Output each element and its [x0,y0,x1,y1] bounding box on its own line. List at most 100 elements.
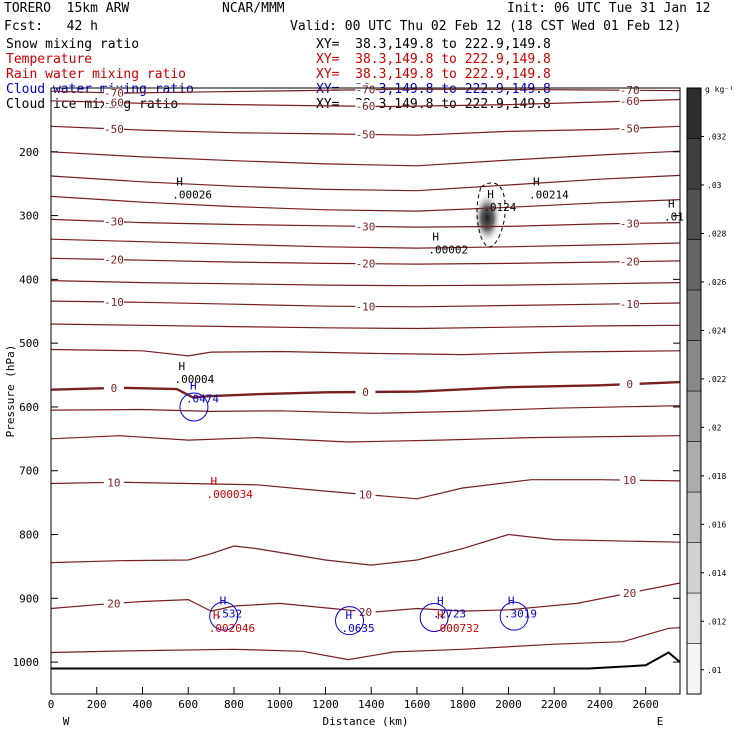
temperature-contour-label: -60 [104,97,124,110]
temperature-contour-label: -30 [356,220,376,233]
contour-label-bg [355,300,376,312]
colorbar-tick-label: .03 [707,181,722,190]
colorbar-tick-label: .01 [707,666,722,675]
colorbar-tick-label: .014 [707,569,726,578]
cloud-water-contour [334,606,364,636]
snow-max-marker: H [176,175,183,188]
contour-label-bg [355,128,376,140]
colorbar-segment [686,491,702,543]
y-tick-label: 800 [19,529,39,542]
colorbar-tick-label: .032 [707,132,726,141]
cloud-water-contour [209,601,239,631]
contour-label-bg [619,474,640,486]
snow-max-marker: H [668,198,675,211]
temperature-contour [50,348,681,357]
cloud-water-max-marker: H [190,379,197,392]
temperature-contour-label: -50 [104,123,124,136]
temperature-contour-label: -10 [104,296,124,309]
colorbar-segment [686,289,702,341]
x-tick-label: 400 [133,698,153,711]
temperature-contour [50,150,681,167]
x-tick-label: 1800 [449,698,476,711]
x-tick-label: 2600 [632,698,659,711]
rain-max-value: .000732 [433,622,479,635]
temperature-contour-label: -10 [620,298,640,311]
cloud-water-max-value: .0635 [341,622,374,635]
cloud-ice-shading [473,192,502,245]
colorbar-segment [686,643,702,695]
org-label: NCAR/MMM [222,1,285,16]
contour-label-bg [355,220,376,232]
contour-label-bg [103,122,124,134]
y-tick-label: 500 [19,337,39,350]
temperature-contour [50,582,681,613]
temperature-contour-label: -10 [356,300,376,313]
cloud-water-contour [419,602,449,632]
colorbar-tick-label: .012 [707,617,726,626]
snow-max-value: .00214 [529,188,569,201]
colorbar-segment [686,390,702,442]
temperature-contour-label: 0 [626,378,633,391]
forecast-label: Fcst: 42 h [4,19,98,34]
x-end-label-west: W [63,715,70,728]
colorbar-segment [686,441,702,493]
cloud-water-contour [499,601,529,631]
temperature-contour [50,323,681,330]
field-name-cloud-ice: Cloud ice mixing ratio [6,97,179,112]
colorbar-segment [686,542,702,594]
contour-label-bg [355,385,376,397]
contour-label-bg [355,257,376,269]
field-name-temperature: Temperature [6,52,93,67]
temperature-contour-label: -30 [104,216,124,229]
contour-label-bg [619,122,640,134]
snow-max-marker: H [432,231,439,244]
colorbar-segment [686,188,702,240]
cloud-ice-max-value: .0124 [483,201,516,214]
colorbar-unit: g kg⁻¹ [705,85,734,94]
temperature-contour-label: -60 [356,100,376,113]
temperature-contour-label: 20 [107,597,120,610]
contour-label-bg [103,215,124,227]
snow-max-value: .00002 [428,244,468,257]
contour-label-bg [619,95,640,107]
colorbar-tick-label: .022 [707,375,726,384]
temperature-contour [50,627,681,661]
cloud-water-max-marker: H [437,594,444,607]
temperature-contour-label: 0 [111,382,118,395]
temperature-contour-label: 10 [359,488,372,501]
cloud-water-max-value: .532 [216,607,243,620]
snow-max-value: .01 [664,211,684,224]
colorbar-tick-label: .018 [707,472,726,481]
colorbar-segment [686,138,702,190]
x-tick-label: 600 [178,698,198,711]
rain-max-marker: H [437,609,444,622]
temperature-contour [50,533,681,566]
x-tick-label: 800 [224,698,244,711]
snow-contour [476,182,506,248]
cloud-ice-max-marker: H [487,188,494,201]
contour-label-bg [355,83,376,95]
cloud-water-contour [179,392,209,422]
contour-label-bg [619,297,640,309]
rain-max-value: .002046 [209,622,255,635]
temperature-contour-label: -60 [620,95,640,108]
field-xy-temperature: XY= 38.3,149.8 to 222.9,149.8 [316,52,551,67]
plot-frame [50,87,681,695]
valid-label: Valid: 00 UTC Thu 02 Feb 12 (18 CST Wed … [290,19,682,34]
temperature-contour [50,238,681,249]
temperature-contour [50,88,681,94]
snow-max-marker: H [533,175,540,188]
x-tick-label: 1000 [266,698,293,711]
colorbar-segment [686,340,702,392]
colorbar-frame [686,87,702,695]
temperature-contour [50,280,681,287]
contour-label-bg [355,605,376,617]
field-name-rain: Rain water mixing ratio [6,67,187,82]
x-tick-label: 1200 [312,698,339,711]
cloud-water-max-marker: H [508,594,515,607]
x-tick-label: 1600 [404,698,431,711]
y-tick-label: 900 [19,592,39,605]
cloud-water-max-marker: H [345,609,352,622]
y-tick-label: 600 [19,401,39,414]
